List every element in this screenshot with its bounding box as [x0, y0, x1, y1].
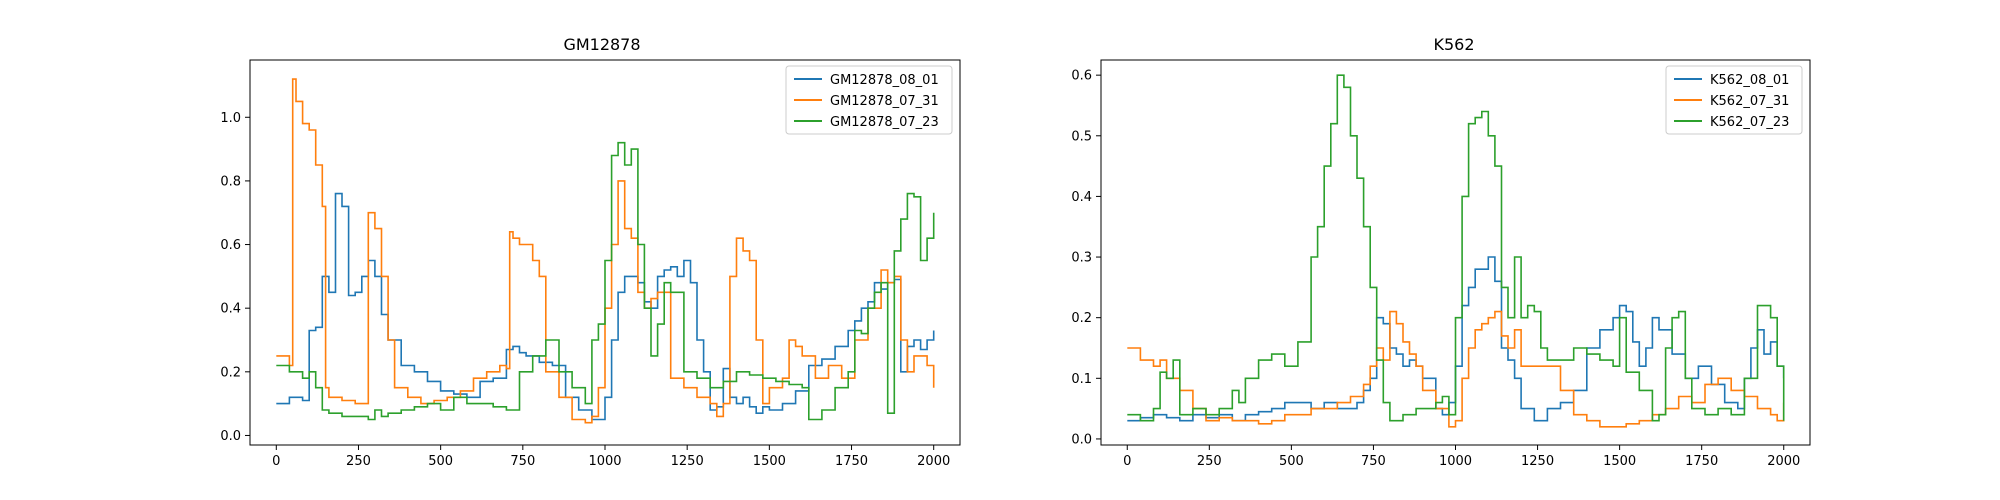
gm12878-legend-box	[785, 65, 953, 135]
k562-series-line-3	[1127, 74, 1785, 422]
k562-series-lines	[1127, 74, 1785, 428]
k562-x-tick-label: 1250	[1521, 454, 1554, 469]
gm12878-x-tick-label: 750	[510, 454, 535, 469]
k562-legend: K562_08_01 K562_07_31 K562_07_23	[1665, 65, 1803, 135]
gm12878-chart-title: GM12878	[563, 35, 640, 54]
gm12878-y-tick-label: 0.4	[220, 302, 241, 317]
gm12878-y-tick-label: 0.8	[220, 174, 241, 189]
gm12878-x-tick-label: 1500	[753, 454, 786, 469]
k562-legend-label-1: K562_08_01	[1710, 73, 1789, 88]
k562-y-tick-label: 0.6	[1071, 69, 1092, 84]
k562-panel: K562 0 250 500 750 1000 1250 1500 1750 2000 0.0 0.…	[1071, 35, 1811, 469]
k562-x-tick-label: 250	[1197, 454, 1222, 469]
gm12878-x-tick-label: 1250	[671, 454, 704, 469]
k562-x-tick-label: 750	[1361, 454, 1386, 469]
k562-legend-label-2: K562_07_31	[1710, 94, 1789, 109]
k562-axis-ticks: 0 250 500 750 1000 1250 1500 1750 2000 0.0 0.1 0.2 0…	[1071, 69, 1800, 469]
gm12878-legend-label-3: GM12878_07_23	[830, 115, 939, 130]
gm12878-x-tick-label: 250	[346, 454, 371, 469]
gm12878-legend-label-2: GM12878_07_31	[830, 94, 939, 109]
gm12878-x-tick-label: 1000	[588, 454, 621, 469]
k562-y-tick-label: 0.2	[1071, 311, 1092, 326]
gm12878-series-line-3	[276, 141, 935, 421]
gm12878-legend: GM12878_08_01 GM12878_07_31 GM12878_07_2…	[785, 65, 953, 135]
gm12878-y-tick-label: 0.6	[220, 238, 241, 253]
k562-x-tick-label: 0	[1123, 454, 1131, 469]
k562-x-tick-label: 1500	[1603, 454, 1636, 469]
k562-legend-box	[1665, 65, 1803, 135]
k562-y-tick-label: 0.5	[1071, 129, 1092, 144]
k562-y-tick-label: 0.1	[1071, 372, 1092, 387]
k562-chart-title: K562	[1433, 35, 1474, 54]
k562-x-tick-label: 1750	[1685, 454, 1718, 469]
gm12878-panel: GM12878 0 250 500 750 1000 1250 1500 1750 2000 0.…	[220, 35, 961, 469]
k562-x-tick-label: 1000	[1439, 454, 1472, 469]
k562-series-line-2	[1127, 310, 1785, 428]
gm12878-x-tick-label: 0	[272, 454, 280, 469]
gm12878-x-tick-label: 2000	[917, 454, 950, 469]
gm12878-legend-label-1: GM12878_08_01	[830, 73, 939, 88]
gm12878-x-tick-label: 1750	[835, 454, 868, 469]
gm12878-y-tick-label: 0.2	[220, 365, 241, 380]
gm12878-x-tick-label: 500	[428, 454, 453, 469]
gm12878-series-lines	[276, 78, 935, 424]
k562-legend-label-3: K562_07_23	[1710, 115, 1789, 130]
gm12878-series-line-2	[276, 78, 935, 424]
k562-x-tick-label: 2000	[1767, 454, 1800, 469]
gm12878-y-tick-label: 1.0	[220, 111, 241, 126]
k562-x-tick-label: 500	[1279, 454, 1304, 469]
k562-y-tick-label: 0.3	[1071, 251, 1092, 266]
gm12878-y-tick-label: 0.0	[220, 429, 241, 444]
k562-y-tick-label: 0.0	[1071, 432, 1092, 447]
k562-y-tick-label: 0.4	[1071, 190, 1092, 205]
gm12878-axis-ticks: 0 250 500 750 1000 1250 1500 1750 2000 0.0 0.2 0.4 0…	[220, 111, 950, 469]
